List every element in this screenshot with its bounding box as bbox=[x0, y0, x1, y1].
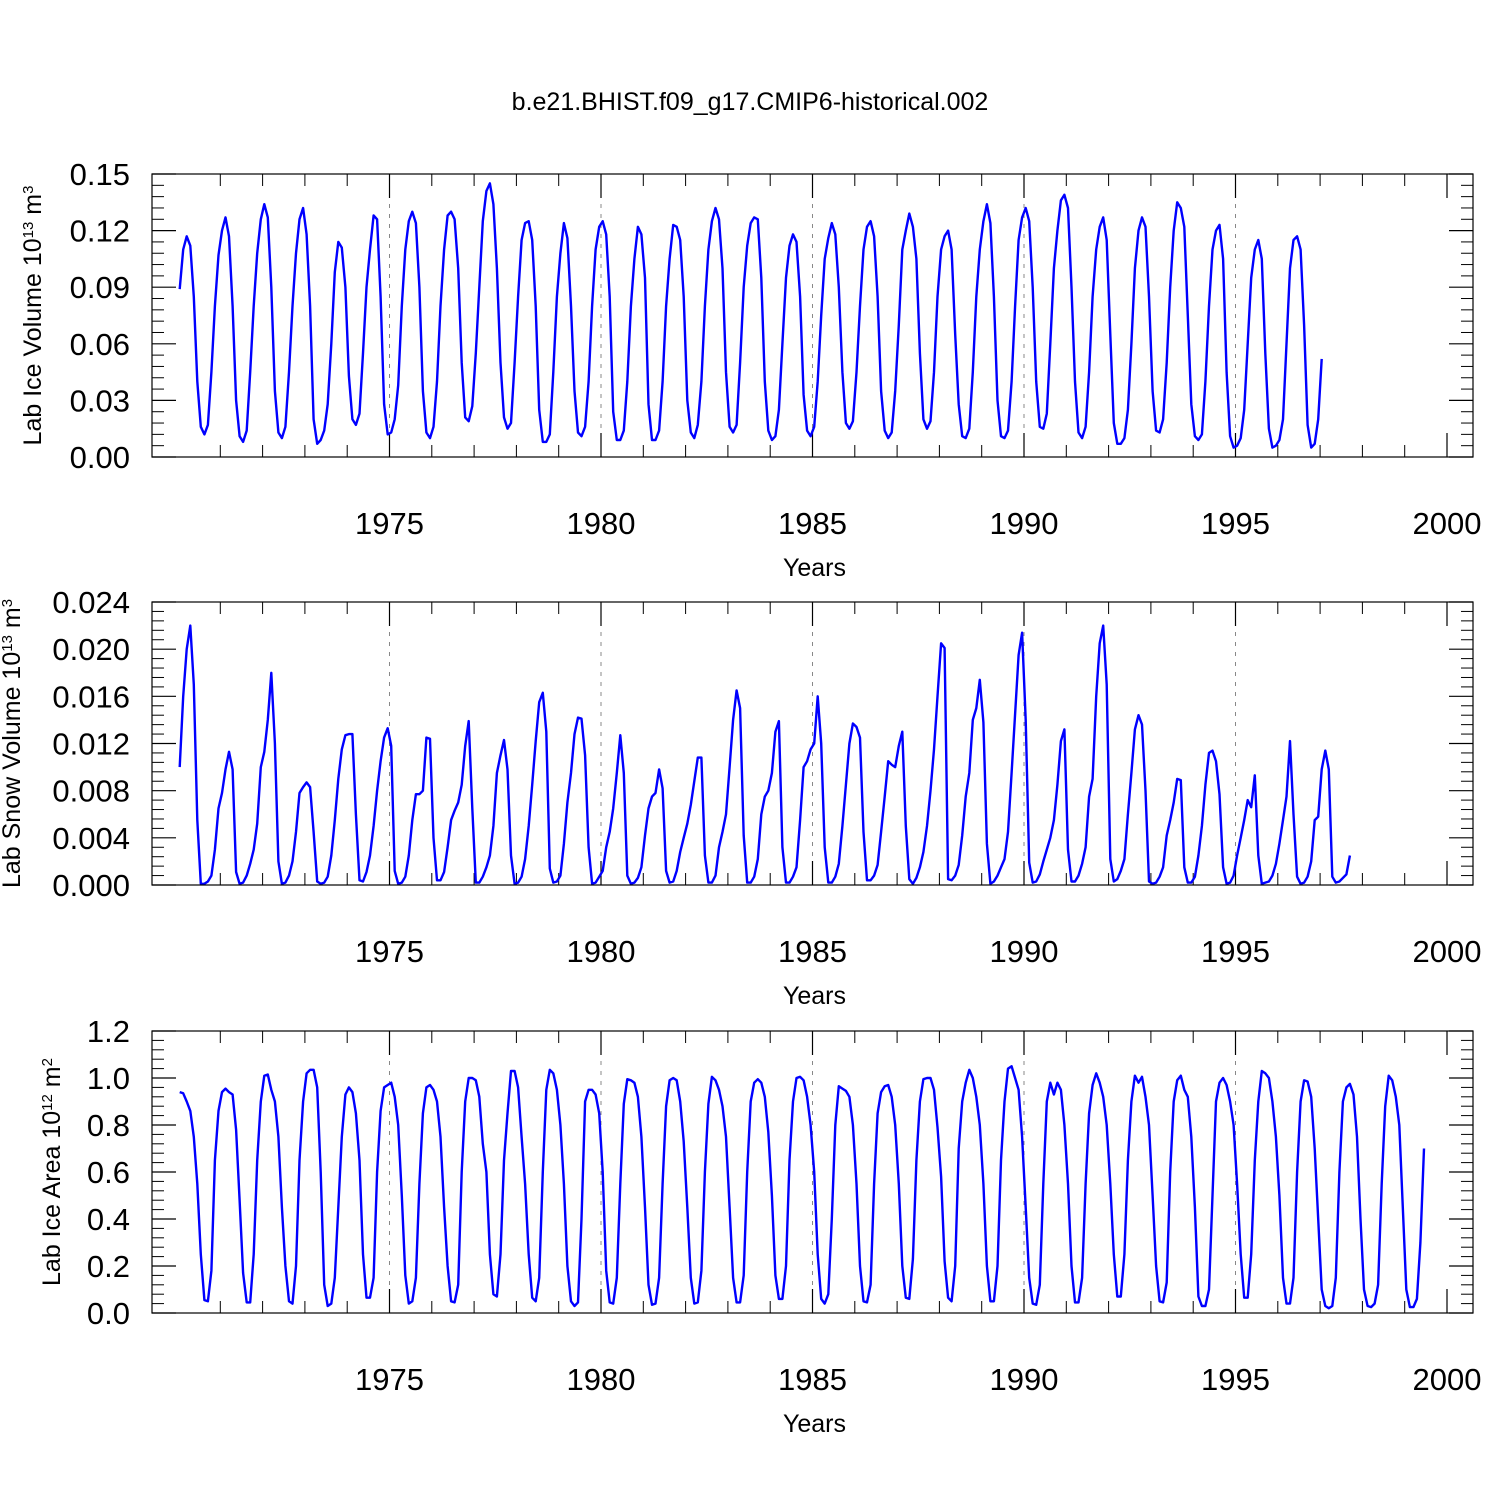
panel-ice-area-y-label-power: 2 bbox=[39, 1058, 56, 1066]
panel-ice-volume: 0.00 0.03 0.06 0.09 0.12 0.15 1975 1980 1985 199… bbox=[19, 157, 1481, 582]
panel-ice-volume-y-tick-label: 0.15 bbox=[70, 157, 130, 192]
panel-ice-volume-series-line bbox=[178, 182, 1323, 449]
figure-title: b.e21.BHIST.f09_g17.CMIP6-historical.002 bbox=[512, 88, 989, 116]
panel-ice-volume-y-label-unit: m bbox=[19, 194, 47, 215]
panel-snow-volume-x-tick-label: 1980 bbox=[567, 934, 636, 969]
panel-snow-volume-grid bbox=[389, 602, 1236, 885]
panel-ice-area-y-tick-label: 0.4 bbox=[87, 1202, 130, 1237]
panel-snow-volume-x-tick-label: 2000 bbox=[1413, 934, 1482, 969]
panel-snow-volume-y-label-power: 3 bbox=[0, 599, 16, 607]
panel-ice-volume-x-tick-label: 1985 bbox=[778, 506, 847, 541]
panel-ice-area-y-tick-label: 0.6 bbox=[87, 1155, 130, 1190]
panel-ice-volume-x-tick-label: 1980 bbox=[567, 506, 636, 541]
panel-ice-area-y-tick-label: 1.0 bbox=[87, 1061, 130, 1096]
panel-ice-volume-x-axis: 1975 1980 1985 1990 1995 2000 bbox=[219, 174, 1482, 541]
panel-snow-volume-x-tick-label: 1975 bbox=[355, 934, 424, 969]
panel-ice-volume-x-tick-label: 1975 bbox=[355, 506, 424, 541]
panel-ice-volume-y-tick-label: 0.00 bbox=[70, 440, 130, 475]
panel-ice-volume-x-tick-label: 2000 bbox=[1413, 506, 1482, 541]
panel-ice-volume-y-tick-label: 0.12 bbox=[70, 214, 130, 249]
panel-ice-area-x-tick-label: 1975 bbox=[355, 1362, 424, 1397]
panel-snow-volume-y-tick-label: 0.000 bbox=[52, 868, 130, 903]
panel-ice-area-x-label: Years bbox=[783, 1410, 846, 1438]
panel-snow-volume-series-line bbox=[178, 624, 1352, 885]
panel-snow-volume-y-label-prefix: 10 bbox=[0, 652, 26, 680]
panel-ice-area-y-tick-label: 0.2 bbox=[87, 1249, 130, 1284]
panel-snow-volume: 0.000 0.004 0.008 0.012 0.016 0.020 0.024 1975… bbox=[0, 585, 1481, 1010]
panel-snow-volume-y-label-exp: 13 bbox=[0, 635, 16, 652]
panel-ice-area-x-tick-label: 1990 bbox=[990, 1362, 1059, 1397]
panel-snow-volume-x-tick-label: 1990 bbox=[990, 934, 1059, 969]
panel-snow-volume-frame bbox=[151, 601, 1474, 886]
panel-ice-area-y-label: Lab Ice Area 1012 m2 bbox=[38, 1058, 66, 1286]
panel-ice-volume-x-tick-label: 1990 bbox=[990, 506, 1059, 541]
panel-snow-volume-y-axis: 0.000 0.004 0.008 0.012 0.016 0.020 0.024 bbox=[52, 585, 1473, 903]
panel-ice-area-y-tick-label: 0.0 bbox=[87, 1296, 130, 1331]
panel-ice-volume-x-tick-label: 1995 bbox=[1201, 506, 1270, 541]
panel-ice-area-y-label-unit: m bbox=[38, 1066, 66, 1087]
panel-snow-volume-x-tick-label: 1985 bbox=[778, 934, 847, 969]
panel-snow-volume-y-tick-label: 0.016 bbox=[52, 679, 130, 714]
panel-ice-volume-y-label: Lab Ice Volume 1013 m3 bbox=[19, 186, 47, 446]
panel-snow-volume-y-label-name: Lab Snow Volume bbox=[0, 687, 26, 889]
panel-ice-volume-x-label: Years bbox=[783, 554, 846, 582]
panel-snow-volume-x-label: Years bbox=[783, 982, 846, 1010]
panel-ice-area-series-line bbox=[179, 1065, 1426, 1310]
panel-ice-volume-y-label-power: 3 bbox=[20, 186, 37, 194]
panel-ice-volume-y-tick-label: 0.03 bbox=[70, 383, 130, 418]
panel-snow-volume-y-label-unit: m bbox=[0, 607, 26, 628]
panel-snow-volume-y-tick-label: 0.024 bbox=[52, 585, 130, 620]
panel-ice-volume-y-tick-label: 0.06 bbox=[70, 327, 130, 362]
panel-snow-volume-y-tick-label: 0.008 bbox=[52, 774, 130, 809]
panel-snow-volume-y-tick-label: 0.012 bbox=[52, 727, 130, 762]
panel-ice-area-y-label-name: Lab Ice Area bbox=[38, 1146, 66, 1286]
panel-ice-volume-y-label-name: Lab Ice Volume bbox=[19, 273, 47, 445]
panel-ice-volume-y-label-exp: 13 bbox=[20, 222, 37, 239]
panel-ice-area-x-tick-label: 1980 bbox=[567, 1362, 636, 1397]
panel-ice-volume-frame bbox=[151, 173, 1474, 458]
panel-ice-area-y-label-exp: 12 bbox=[39, 1094, 56, 1111]
panel-snow-volume-y-tick-label: 0.020 bbox=[52, 632, 130, 667]
panel-ice-area-frame bbox=[151, 1030, 1474, 1314]
panel-ice-area-x-tick-label: 1995 bbox=[1201, 1362, 1270, 1397]
panel-ice-area: 0.00.20.40.60.81.01.2 1975 1980 1985 1990 19… bbox=[38, 1014, 1481, 1438]
panel-snow-volume-y-tick-label: 0.004 bbox=[52, 821, 130, 856]
panel-ice-area-x-tick-label: 1985 bbox=[778, 1362, 847, 1397]
panel-snow-volume-x-tick-label: 1995 bbox=[1201, 934, 1270, 969]
panel-ice-volume-y-axis: 0.00 0.03 0.06 0.09 0.12 0.15 bbox=[70, 157, 1473, 475]
panel-ice-volume-y-tick-label: 0.09 bbox=[70, 270, 130, 305]
panel-ice-area-x-axis: 1975 1980 1985 1990 1995 2000 bbox=[219, 1031, 1482, 1397]
panel-ice-area-y-label-prefix: 10 bbox=[38, 1111, 66, 1139]
panel-ice-volume-grid bbox=[389, 174, 1236, 457]
panel-ice-volume-y-label-prefix: 10 bbox=[19, 238, 47, 266]
panel-ice-area-x-tick-label: 2000 bbox=[1413, 1362, 1482, 1397]
panel-ice-area-y-axis: 0.0 0.2 0.4 0.6 0.8 1.0 1.2 bbox=[87, 1014, 1473, 1331]
panel-snow-volume-y-label: Lab Snow Volume 1013 m3 bbox=[0, 599, 26, 888]
panel-snow-volume-x-axis: 1975 1980 1985 1990 1995 2000 bbox=[219, 602, 1482, 969]
panel-ice-area-y-tick-label: 0.8 bbox=[87, 1108, 130, 1143]
panel-ice-area-y-tick-label: 1.2 bbox=[87, 1014, 130, 1049]
